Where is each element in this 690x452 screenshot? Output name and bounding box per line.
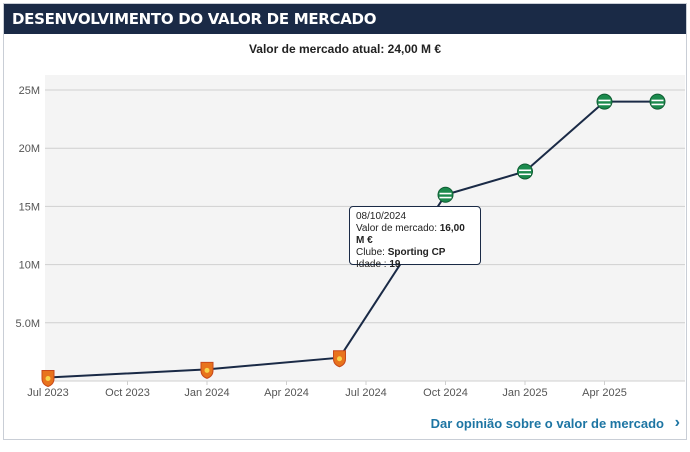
tooltip-club-label: Clube: xyxy=(356,247,388,258)
tooltip-age-label: Idade : xyxy=(356,259,390,270)
data-point-crest-detail xyxy=(204,367,210,373)
data-point-crest-detail xyxy=(337,356,342,362)
chevron-right-icon[interactable]: › xyxy=(674,414,680,431)
data-point-crest-detail xyxy=(439,192,452,195)
x-tick-label: Apr 2025 xyxy=(582,387,627,399)
tooltip-age-row: Idade : 19 xyxy=(356,259,474,271)
tooltip-value-row: Valor de mercado: 16,00 M € xyxy=(356,223,474,247)
x-tick-label: Apr 2024 xyxy=(264,387,309,399)
y-tick-label: 10M xyxy=(19,260,40,272)
section-title: DESENVOLVIMENTO DO VALOR DE MERCADO xyxy=(4,4,686,34)
current-market-value: Valor de mercado atual: 24,00 M € xyxy=(248,42,442,56)
x-tick-label: Oct 2024 xyxy=(423,387,468,399)
data-point-crest-detail xyxy=(519,173,531,176)
data-point-crest-detail xyxy=(651,99,664,102)
x-tick-label: Jul 2023 xyxy=(27,387,69,399)
x-tick-label: Jan 2024 xyxy=(184,387,229,399)
data-point-crest-detail xyxy=(519,169,531,172)
chart-tooltip: 08/10/2024 Valor de mercado: 16,00 M € C… xyxy=(349,206,481,270)
x-tick-label: Jan 2025 xyxy=(502,387,547,399)
data-point-crest-detail xyxy=(45,376,51,382)
data-point-crest-detail xyxy=(598,99,611,102)
tooltip-club-row: Clube: Sporting CP xyxy=(356,247,474,259)
data-point-club-crest xyxy=(517,163,533,180)
market-value-feedback-link[interactable]: Dar opinião sobre o valor de mercado xyxy=(430,416,664,431)
data-point-crest-detail xyxy=(651,103,664,106)
tooltip-club: Sporting CP xyxy=(387,247,446,258)
data-point-crest-detail xyxy=(439,196,452,199)
data-point-club-crest xyxy=(437,186,454,203)
x-tick-label: Oct 2023 xyxy=(105,387,150,399)
data-point-crest-detail xyxy=(598,103,611,106)
tooltip-value: 16,00 M € xyxy=(356,223,465,246)
y-tick-label: 25M xyxy=(19,85,40,97)
data-point-club-crest xyxy=(649,93,666,110)
y-tick-label: 15M xyxy=(19,201,40,213)
tooltip-value-label: Valor de mercado: xyxy=(356,223,440,234)
data-point-club-crest xyxy=(596,93,613,110)
y-tick-label: 20M xyxy=(19,143,40,155)
tooltip-age: 19 xyxy=(389,259,401,270)
y-tick-label: 5.0M xyxy=(16,318,40,330)
tooltip-date: 08/10/2024 xyxy=(356,211,407,222)
x-tick-label: Jul 2024 xyxy=(345,387,387,399)
